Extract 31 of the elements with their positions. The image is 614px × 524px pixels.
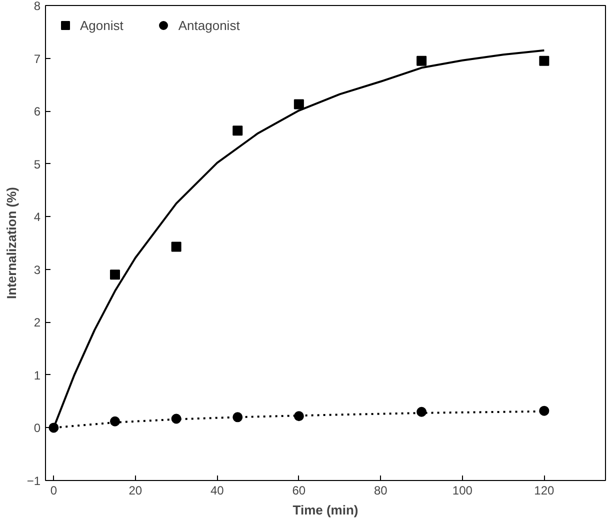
point (232, 126, 243, 136)
y-axis-title: Internalization (%) (4, 187, 19, 299)
legend-label: Antagonist (178, 18, 240, 32)
y-tick-label: −1 (26, 474, 41, 488)
point (294, 99, 304, 110)
x-tick-label: 0 (50, 484, 58, 498)
point (110, 270, 120, 280)
legend-label: Agonist (80, 18, 124, 32)
point (416, 56, 427, 66)
y-tick-label: 3 (34, 262, 41, 277)
y-tick-label: 0 (34, 421, 41, 436)
y-tick-label: 5 (34, 157, 41, 172)
y-tick-label: 2 (34, 316, 41, 330)
point (539, 406, 550, 416)
point (539, 56, 550, 66)
x-tick-label: 20 (128, 484, 142, 498)
x-tick-label: 80 (374, 484, 388, 498)
x-tick-label: 100 (452, 484, 473, 498)
y-tick-label: 8 (34, 0, 41, 13)
y-tick-label: 7 (34, 52, 41, 66)
y-tick-label: 4 (34, 210, 41, 224)
point (294, 411, 304, 422)
x-tick-label: 120 (534, 484, 555, 498)
point (110, 416, 120, 426)
y-tick-label: 1 (34, 368, 41, 382)
x-axis-title: Time (min) (292, 502, 358, 518)
point (171, 242, 182, 252)
y-tick-label: 6 (34, 104, 41, 119)
point (416, 406, 427, 417)
x-tick-label: 40 (210, 484, 224, 498)
x-tick-label: 60 (292, 484, 306, 498)
